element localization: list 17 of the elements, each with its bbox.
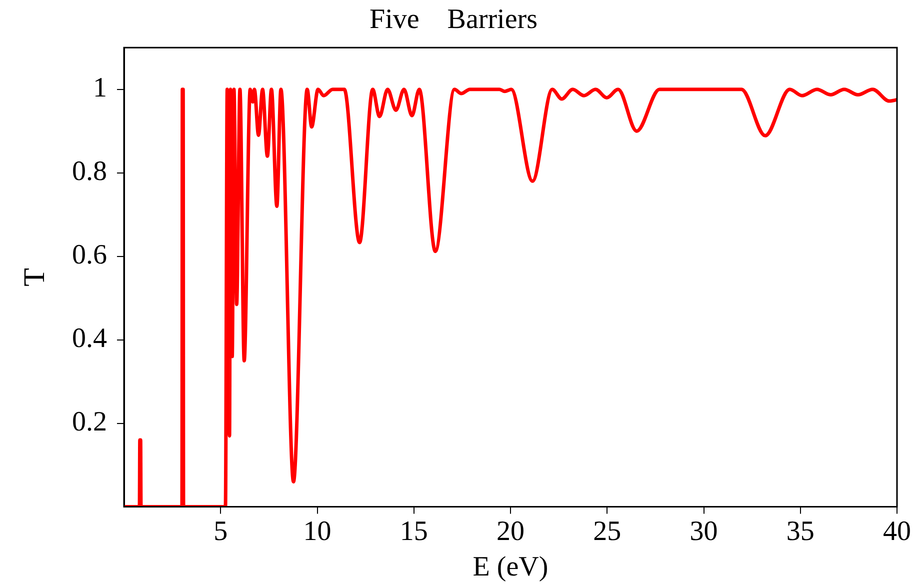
x-tick-label: 20 (496, 516, 524, 547)
y-axis-title: T (18, 268, 51, 286)
x-tick-label: 15 (400, 516, 428, 547)
line-series (124, 88, 897, 507)
y-tick-label: 1 (93, 72, 107, 104)
x-axis-title: E (eV) (472, 552, 548, 583)
chart-title: Five Barriers (370, 4, 538, 36)
y-tick-label: 0.4 (72, 323, 107, 354)
x-tick-label: 30 (690, 516, 718, 547)
y-tick-label: 0.8 (72, 156, 107, 188)
x-tick-label: 40 (883, 516, 911, 547)
x-tick-label: 35 (786, 516, 814, 547)
y-tick-label: 0.2 (72, 406, 107, 438)
y-tick-label: 0.6 (72, 240, 107, 271)
x-tick-label: 10 (303, 516, 332, 547)
x-tick-label: 5 (214, 516, 228, 547)
x-tick-label: 25 (593, 516, 622, 547)
